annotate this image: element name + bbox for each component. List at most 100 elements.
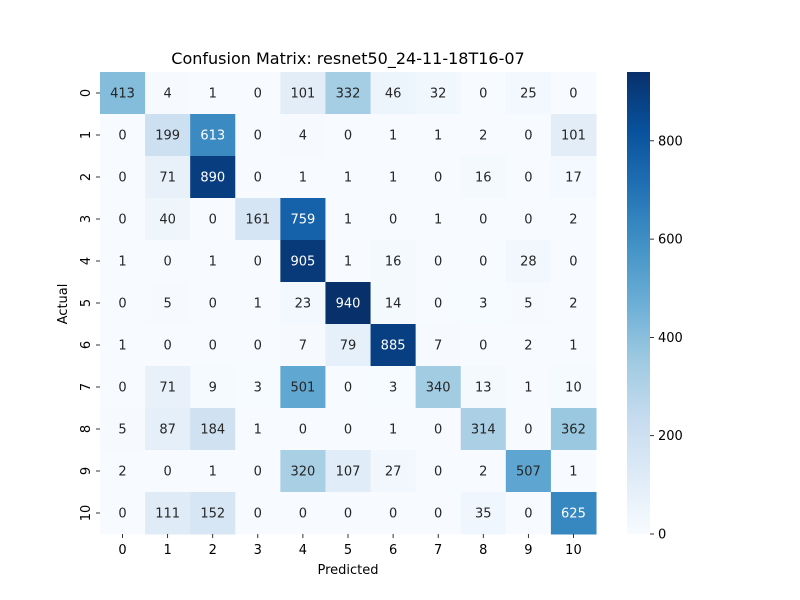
cell-value-label: 940 [336,297,361,312]
heatmap-cell [550,114,597,157]
cell-value-label: 0 [118,171,126,186]
heatmap-cell [280,198,326,241]
heatmap-cell [460,492,507,535]
x-tick-label: 7 [434,543,442,558]
heatmap-cell [370,282,417,325]
cell-value-label: 0 [434,297,442,312]
cell-value-label: 2 [479,465,487,480]
cell-value-label: 32 [430,87,447,102]
cell-value-label: 3 [479,297,487,312]
heatmap-cell [325,408,372,451]
heatmap-cell [325,72,372,115]
cell-value-label: 0 [479,87,487,102]
cell-value-label: 314 [471,423,496,438]
cell-value-label: 1 [389,129,397,144]
heatmap-cell [100,240,146,283]
cell-value-label: 0 [344,381,352,396]
cell-value-label: 0 [118,297,126,312]
heatmap-cell [370,156,417,199]
heatmap-cell [325,240,372,283]
cell-value-label: 9 [209,381,217,396]
cell-value-label: 5 [524,297,532,312]
heatmap-cell [190,156,236,199]
cell-value-label: 413 [110,87,135,102]
cell-value-label: 2 [524,339,532,354]
heatmap-cell [325,366,372,409]
heatmap-cell [550,282,597,325]
cell-value-label: 1 [209,255,217,270]
heatmap-cell [145,240,191,283]
heatmap-cell [550,156,597,199]
cell-value-label: 320 [290,465,315,480]
heatmap-cell [505,282,552,325]
heatmap-cell [325,492,372,535]
cell-value-label: 1 [434,213,442,228]
heatmap-cell [550,366,597,409]
cell-value-label: 0 [569,87,577,102]
cell-value-label: 885 [381,339,406,354]
cell-value-label: 1 [569,339,577,354]
x-tick-label: 3 [254,543,262,558]
cell-value-label: 1 [299,171,307,186]
heatmap-cell [100,198,146,241]
x-tick-label: 0 [118,543,126,558]
heatmap-cell [415,114,462,157]
x-tick-label: 4 [299,543,307,558]
heatmap-cell [235,240,281,283]
cell-value-label: 35 [475,507,492,522]
heatmap-cell [280,72,326,115]
heatmap-cell [460,450,507,493]
cell-value-label: 1 [118,339,126,354]
y-tick-label: 3 [79,215,94,223]
cell-value-label: 0 [299,507,307,522]
cell-value-label: 107 [336,465,361,480]
heatmap-cell [100,156,146,199]
cell-value-label: 13 [475,381,492,396]
heatmap-cell [190,492,236,535]
heatmap-cell [460,114,507,157]
heatmap-cell [235,156,281,199]
y-axis-ticks: 0 1 2 3 4 5 6 7 8 9 10 [79,89,100,521]
cell-value-label: 4 [299,129,307,144]
cell-value-label: 0 [209,297,217,312]
y-tick-label: 1 [79,131,94,139]
heatmap-cell [505,366,552,409]
cell-value-label: 0 [254,339,262,354]
cell-value-label: 0 [299,423,307,438]
heatmap-cell [235,198,281,241]
heatmap-cell [505,324,552,367]
x-tick-label: 10 [565,543,582,558]
cell-value-label: 0 [434,171,442,186]
x-tick-label: 5 [344,543,352,558]
heatmap-cell [325,324,372,367]
heatmap-cell [190,198,236,241]
cell-value-label: 101 [290,87,315,102]
y-tick-label: 10 [79,505,94,522]
cell-value-label: 1 [254,297,262,312]
heatmap-cell [100,72,146,115]
heatmap-cell [325,156,372,199]
cell-value-label: 759 [290,213,315,228]
heatmap-cell [235,366,281,409]
heatmap-cell [460,282,507,325]
heatmap-cell [550,324,597,367]
heatmap-cell [235,114,281,157]
cell-value-label: 0 [254,171,262,186]
cell-value-label: 199 [155,129,180,144]
cell-value-label: 332 [336,87,361,102]
cell-value-label: 71 [159,381,176,396]
heatmap-cell [280,156,326,199]
cell-value-label: 1 [389,171,397,186]
heatmap-cell [145,198,191,241]
heatmap-cell [235,72,281,115]
cell-value-label: 1 [344,213,352,228]
heatmap-cell [100,450,146,493]
heatmap-cell [145,366,191,409]
heatmap-cell [280,114,326,157]
cell-value-label: 5 [163,297,171,312]
y-tick-label: 0 [79,89,94,97]
heatmap-cell [550,72,597,115]
heatmap-cell [505,408,552,451]
cell-value-label: 0 [389,213,397,228]
cell-value-label: 5 [118,423,126,438]
